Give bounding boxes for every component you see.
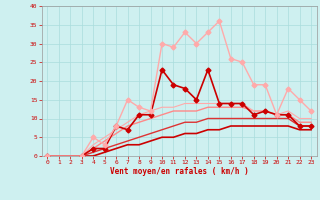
X-axis label: Vent moyen/en rafales ( km/h ): Vent moyen/en rafales ( km/h )	[110, 167, 249, 176]
